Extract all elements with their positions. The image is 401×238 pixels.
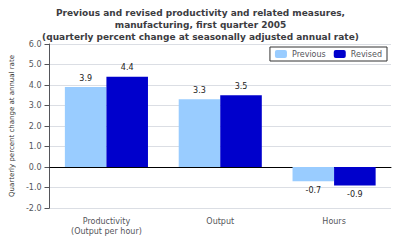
svg-text:3.3: 3.3 (193, 86, 206, 95)
svg-text:-0.9: -0.9 (347, 190, 363, 199)
svg-text:0.0: 0.0 (29, 163, 42, 172)
svg-text:Hours: Hours (322, 217, 345, 226)
svg-text:Previous and revised productiv: Previous and revised productivity and re… (56, 8, 345, 18)
svg-text:Quarterly percent change at an: Quarterly percent change at annual rate (8, 55, 16, 197)
svg-text:3.5: 3.5 (235, 82, 248, 91)
svg-text:Output: Output (206, 217, 234, 226)
svg-text:Previous: Previous (292, 50, 326, 59)
svg-text:4.0: 4.0 (29, 81, 42, 90)
svg-text:-0.7: -0.7 (306, 186, 322, 195)
svg-text:manufacturing, first quarter 2: manufacturing, first quarter 2005 (115, 20, 287, 30)
svg-text:1.0: 1.0 (29, 142, 42, 151)
svg-text:5.0: 5.0 (29, 60, 42, 69)
svg-text:6.0: 6.0 (29, 40, 42, 49)
svg-text:2.0: 2.0 (29, 122, 42, 131)
svg-text:Productivity: Productivity (83, 217, 131, 226)
svg-text:3.0: 3.0 (29, 101, 42, 110)
svg-text:(quarterly percent change at s: (quarterly percent change at seasonally … (42, 32, 359, 42)
svg-text:(Output per hour): (Output per hour) (71, 227, 142, 236)
svg-text:3.9: 3.9 (79, 74, 92, 83)
svg-text:Revised: Revised (351, 50, 382, 59)
svg-text:-2.0: -2.0 (26, 204, 42, 213)
svg-text:4.4: 4.4 (121, 63, 134, 72)
svg-text:-1.0: -1.0 (26, 183, 42, 192)
